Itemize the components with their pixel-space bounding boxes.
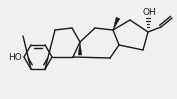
Text: OH: OH <box>142 8 156 17</box>
Polygon shape <box>113 17 120 30</box>
Text: HO: HO <box>8 52 22 61</box>
Polygon shape <box>78 42 82 55</box>
